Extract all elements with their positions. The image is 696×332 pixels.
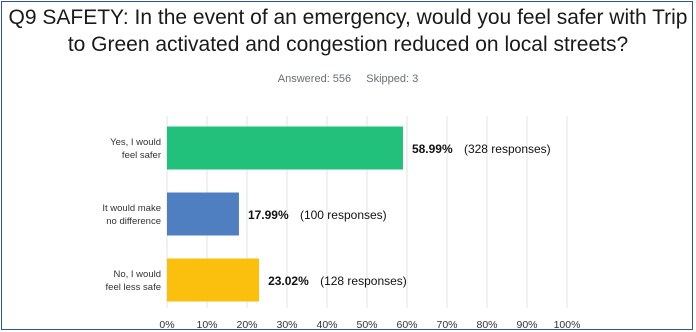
data-label-percent: 17.99% <box>248 208 289 222</box>
x-tick-label: 20% <box>236 319 257 331</box>
response-stats: Answered: 556 Skipped: 3 <box>0 73 696 85</box>
x-tick-label: 60% <box>396 319 417 331</box>
x-tick-label: 70% <box>436 319 457 331</box>
category-label: No, I would <box>113 269 161 280</box>
x-tick-label: 100% <box>554 319 581 331</box>
bar <box>167 126 403 170</box>
data-label-percent: 58.99% <box>412 142 453 156</box>
data-label-percent: 23.02% <box>268 274 309 288</box>
x-tick-label: 40% <box>316 319 337 331</box>
bar <box>167 258 260 302</box>
category-label: Yes, I would <box>110 137 161 148</box>
category-label: no difference <box>106 216 161 227</box>
skipped-count: Skipped: 3 <box>366 73 419 85</box>
category-label: It would make <box>102 203 161 214</box>
x-tick-label: 0% <box>159 319 174 331</box>
data-label-responses: (100 responses) <box>300 208 387 222</box>
chart-title: Q9 SAFETY: In the event of an emergency,… <box>8 6 688 56</box>
x-tick-label: 90% <box>516 319 537 331</box>
data-label-responses: (128 responses) <box>320 274 407 288</box>
x-tick-label: 30% <box>276 319 297 331</box>
category-label: feel safer <box>122 150 161 161</box>
answered-count: Answered: 556 <box>277 73 352 85</box>
x-tick-label: 80% <box>476 319 497 331</box>
bar <box>167 192 239 236</box>
category-label: feel less safe <box>106 282 161 293</box>
data-label-responses: (328 responses) <box>464 142 551 156</box>
x-tick-label: 50% <box>356 319 377 331</box>
x-tick-label: 10% <box>196 319 217 331</box>
